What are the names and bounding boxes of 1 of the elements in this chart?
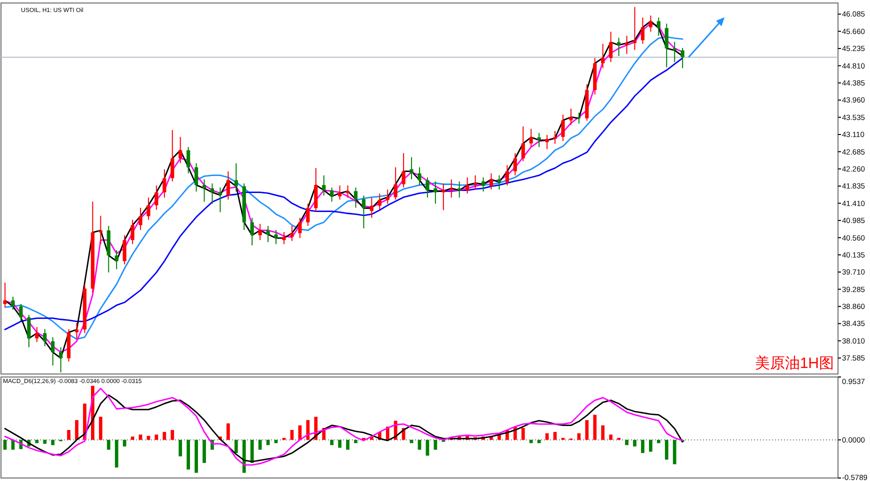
annotation: 美原油1H图 [754,355,834,372]
